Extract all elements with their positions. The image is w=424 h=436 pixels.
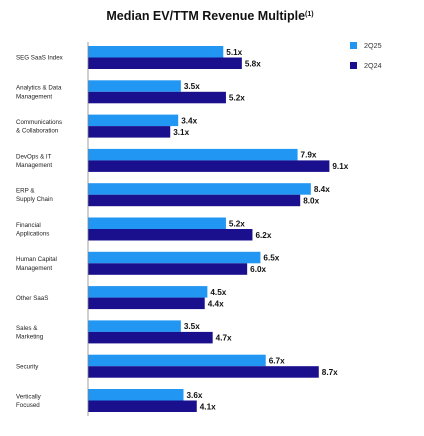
legend-label-2q24: 2Q24 (364, 61, 382, 70)
category-label: Communications & Collaboration (16, 119, 62, 135)
data-label: 6.7x (269, 356, 285, 365)
category-label-line: Security (16, 363, 39, 370)
data-label: 5.8x (245, 59, 261, 68)
category-label-line: Vertically (16, 393, 42, 400)
bar-2q24 (88, 366, 319, 378)
bars-group: 5.1x5.8x 3.5x 5.2x 3.4x 3.1x 7.9x 9.1x 8.4x 8.0x… (88, 46, 349, 412)
data-label: 3.6x (186, 391, 202, 400)
bar-2q25 (88, 389, 184, 401)
bar-2q25 (88, 114, 179, 127)
data-label: 5.2x (229, 94, 245, 103)
category-label-line: Marketing (16, 333, 44, 340)
bar-2q24 (88, 194, 301, 207)
data-label: 4.4x (208, 299, 224, 308)
category-label: DevOps & IT Management (16, 153, 52, 169)
bar-2q24 (88, 126, 171, 138)
category-label-line: ERP & (16, 188, 35, 195)
data-label: 6.5x (263, 254, 279, 263)
category-label-line: Analytics & Data (16, 85, 62, 92)
category-label-line: DevOps & IT (16, 153, 52, 160)
data-label: 8.4x (314, 185, 330, 194)
bar-2q24 (88, 263, 248, 275)
category-label: Analytics & Data Management (16, 85, 62, 101)
data-label: 8.0x (303, 196, 319, 205)
bar-2q25 (88, 46, 224, 58)
category-label-line: Focused (16, 402, 40, 409)
data-label: 3.1x (173, 128, 189, 137)
category-label: SEG SaaS Index (16, 55, 64, 62)
category-label-line: SEG SaaS Index (16, 55, 64, 62)
category-label-line: Management (16, 162, 52, 169)
category-label-line: Financial (16, 222, 41, 229)
legend: 2Q25 2Q24 (350, 41, 382, 70)
category-label: ERP & Supply Chain (16, 188, 53, 204)
data-label: 9.1x (332, 162, 348, 171)
bar-2q24 (88, 297, 205, 310)
bar-2q25 (88, 354, 266, 367)
chart-title-text: Median EV/TTM Revenue Multiple (106, 9, 305, 23)
bar-2q25 (88, 148, 298, 161)
legend-label-2q25: 2Q25 (364, 41, 382, 50)
data-label: 5.1x (226, 48, 242, 57)
category-label-line: & Collaboration (16, 128, 59, 135)
category-label: Financial Applications (16, 222, 49, 238)
data-label: 3.5x (184, 82, 200, 91)
bar-2q24 (88, 91, 226, 104)
data-label: 4.1x (200, 402, 216, 411)
category-label-line: Other SaaS (16, 295, 48, 302)
data-label: 5.2x (229, 219, 245, 228)
data-label: 6.0x (250, 265, 266, 274)
legend-swatch-2q25 (350, 42, 357, 49)
data-label: 4.5x (210, 288, 226, 297)
legend-swatch-2q24 (350, 62, 357, 69)
category-label: Vertically Focused (16, 393, 42, 409)
category-label-line: Sales & (16, 325, 38, 332)
category-label-line: Management (16, 265, 52, 272)
category-label: Other SaaS (16, 295, 48, 302)
bar-2q24 (88, 331, 213, 344)
category-label-line: Human Capital (16, 256, 57, 263)
category-label-line: Applications (16, 231, 49, 238)
chart-title-superscript: (1) (305, 11, 314, 18)
data-label: 3.5x (184, 322, 200, 331)
category-label: Human Capital Management (16, 256, 57, 272)
bar-2q25 (88, 320, 181, 332)
data-label: 8.7x (322, 368, 338, 377)
data-label: 6.2x (255, 231, 271, 240)
data-label: 4.7x (216, 334, 232, 343)
bar-2q25 (88, 217, 226, 229)
data-label: 3.4x (181, 116, 197, 125)
category-label-line: Communications (16, 119, 62, 126)
data-label: 7.9x (301, 151, 317, 160)
category-label-line: Supply Chain (16, 196, 53, 203)
bar-2q24 (88, 160, 330, 172)
bar-2q25 (88, 251, 261, 264)
category-label-line: Management (16, 93, 52, 100)
category-label: Sales & Marketing (16, 325, 44, 341)
bar-2q24 (88, 400, 197, 412)
bar-2q25 (88, 80, 181, 92)
bar-2q24 (88, 57, 242, 69)
bar-2q25 (88, 286, 208, 298)
bar-2q24 (88, 229, 253, 241)
chart-title: Median EV/TTM Revenue Multiple(1) (106, 9, 313, 23)
bar-2q25 (88, 183, 311, 195)
category-label: Security (16, 363, 39, 370)
